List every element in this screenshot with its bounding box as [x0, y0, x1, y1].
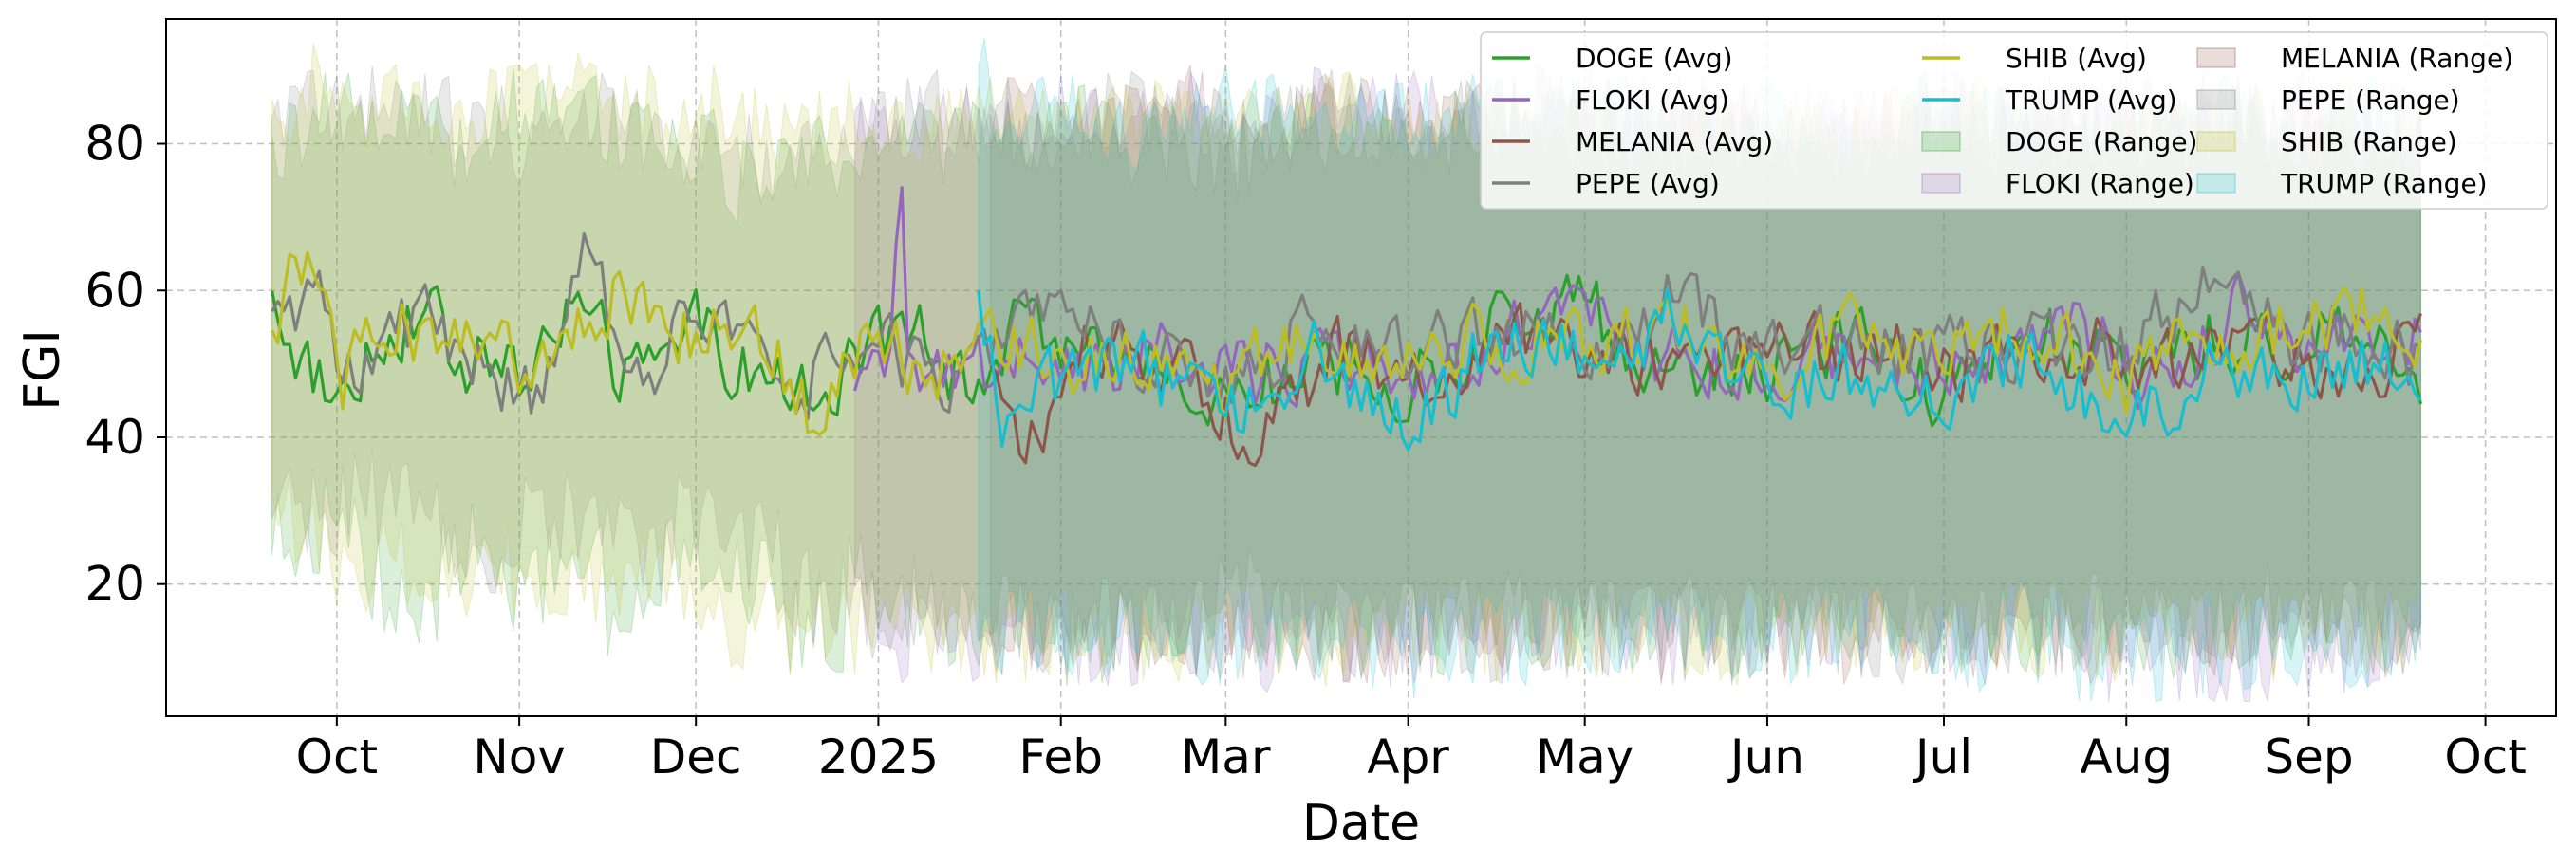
legend-label: DOGE (Avg) [1576, 43, 1733, 74]
avg-line-shib [271, 250, 2422, 436]
legend-swatch-band [2196, 47, 2236, 68]
legend-label: MELANIA (Range) [2281, 43, 2513, 74]
y-tick-label: 60 [84, 263, 145, 318]
x-tick-label: Jul [1913, 729, 1972, 785]
legend-label: FLOKI (Avg) [1576, 84, 1729, 116]
x-axis-label: Date [1302, 795, 1420, 852]
x-tick-label: Oct [296, 729, 378, 785]
x-tick-label: Oct [2444, 729, 2526, 785]
legend-swatch-band [1921, 173, 1961, 194]
x-tick-label: Mar [1181, 729, 1271, 785]
avg-line-melania [989, 302, 2422, 468]
legend-swatch-band [2196, 131, 2236, 152]
legend-label: PEPE (Range) [2281, 84, 2460, 116]
legend-label: TRUMP (Range) [2280, 168, 2488, 199]
legend-label: PEPE (Avg) [1576, 168, 1720, 199]
x-tick-label: 2025 [818, 729, 939, 785]
legend-swatch-band [1921, 131, 1961, 152]
legend-label: DOGE (Range) [2006, 126, 2197, 157]
x-tick-label: Feb [1018, 729, 1103, 785]
x-tick-label: Jun [1727, 729, 1804, 785]
x-tick-label: Apr [1367, 729, 1449, 785]
legend-label: SHIB (Avg) [2006, 43, 2147, 74]
legend-label: TRUMP (Avg) [2005, 84, 2177, 116]
legend-swatch-band [2196, 173, 2236, 194]
legend-swatch-band [2196, 89, 2236, 110]
plot-frame [165, 18, 2557, 717]
axis-ticks: Oct Nov Dec 2025 Feb Mar Apr May Jun Jul Aug Sep Oct… [84, 117, 2526, 785]
range-band-floki [854, 66, 2421, 703]
legend-label: SHIB (Range) [2281, 126, 2457, 157]
avg-line-trump [977, 286, 2422, 452]
x-tick-label: May [1536, 729, 1633, 785]
x-tick-label: Aug [2080, 729, 2173, 785]
average-lines [271, 186, 2422, 468]
legend: DOGE (Avg) SHIB (Avg) MELANIA (Range) FLOKI… [1480, 31, 2548, 210]
x-tick-label: Dec [650, 729, 742, 785]
y-tick-label: 80 [84, 117, 145, 172]
y-tick-label: 40 [84, 410, 145, 465]
y-tick-label: 20 [84, 557, 145, 612]
x-tick-label: Sep [2264, 729, 2353, 785]
legend-label: FLOKI (Range) [2006, 168, 2194, 199]
legend-box [1480, 31, 2548, 210]
y-axis-label: FGI [14, 329, 71, 411]
legend-label: MELANIA (Avg) [1576, 126, 1773, 157]
x-tick-label: Nov [473, 729, 566, 785]
